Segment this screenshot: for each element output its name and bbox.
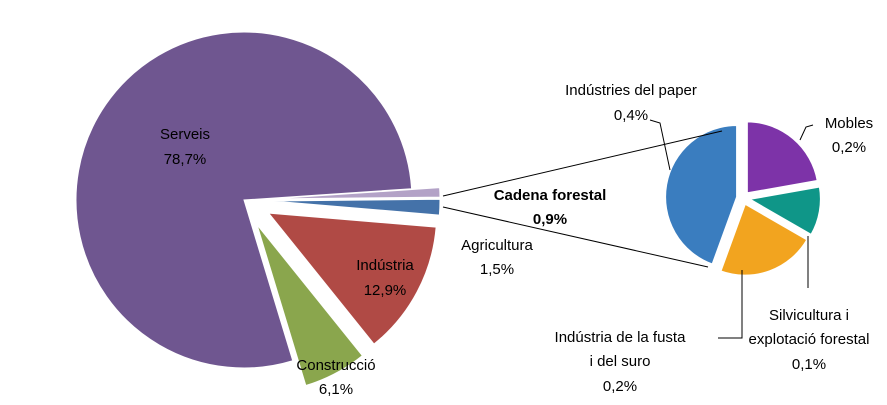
breakdown-pie [664,120,822,277]
label-cadena-forestal-name: Cadena forestal [494,187,607,204]
slice-construccio [256,224,364,387]
slice-agricultura [271,198,441,216]
label-silvicultura-name-line2: explotació forestal [749,331,870,348]
label-industria-value: 12,9% [364,282,407,299]
slice-silvicultura-i-explotacio-forestal [746,185,822,237]
label-cadena-forestal-value: 0,9% [533,211,567,228]
label-agricultura-value: 1,5% [480,261,514,278]
label-silvicultura-name-line1: Silvicultura i [769,307,849,324]
slice-industria-de-la-fusta-i-del-suro [719,202,809,277]
pie-connector-lines [442,130,723,268]
label-silvicultura-value: 0,1% [792,356,826,373]
label-paper-name: Indústries del paper [565,82,697,99]
label-fusta-value: 0,2% [603,378,637,395]
label-fusta-name-line2: i del suro [590,353,651,370]
leader-mobles [799,124,814,141]
label-construccio-name: Construcció [296,357,375,374]
connector-top [442,130,723,197]
label-mobles-value: 0,2% [832,139,866,156]
main-pie [75,31,441,387]
label-paper-value: 0,4% [614,107,648,124]
leader-paper [649,119,671,171]
label-fusta-name-line1: Indústria de la fusta [555,329,687,346]
label-serveis-value: 78,7% [164,151,207,168]
slice-cadena-forestal [271,187,441,200]
label-construccio-value: 6,1% [319,381,353,398]
label-leader-lines [649,119,814,339]
label-agricultura-name: Agricultura [461,237,533,254]
slice-mobles [745,120,819,195]
label-industria-name: Indústria [356,257,414,274]
label-mobles-name: Mobles [825,115,873,132]
leader-fusta [718,270,743,339]
connector-bottom [442,206,709,268]
slice-serveis [75,31,413,369]
slice-industria [267,212,437,345]
label-serveis-name: Serveis [160,126,210,143]
slice-industries-del-paper [664,123,739,266]
